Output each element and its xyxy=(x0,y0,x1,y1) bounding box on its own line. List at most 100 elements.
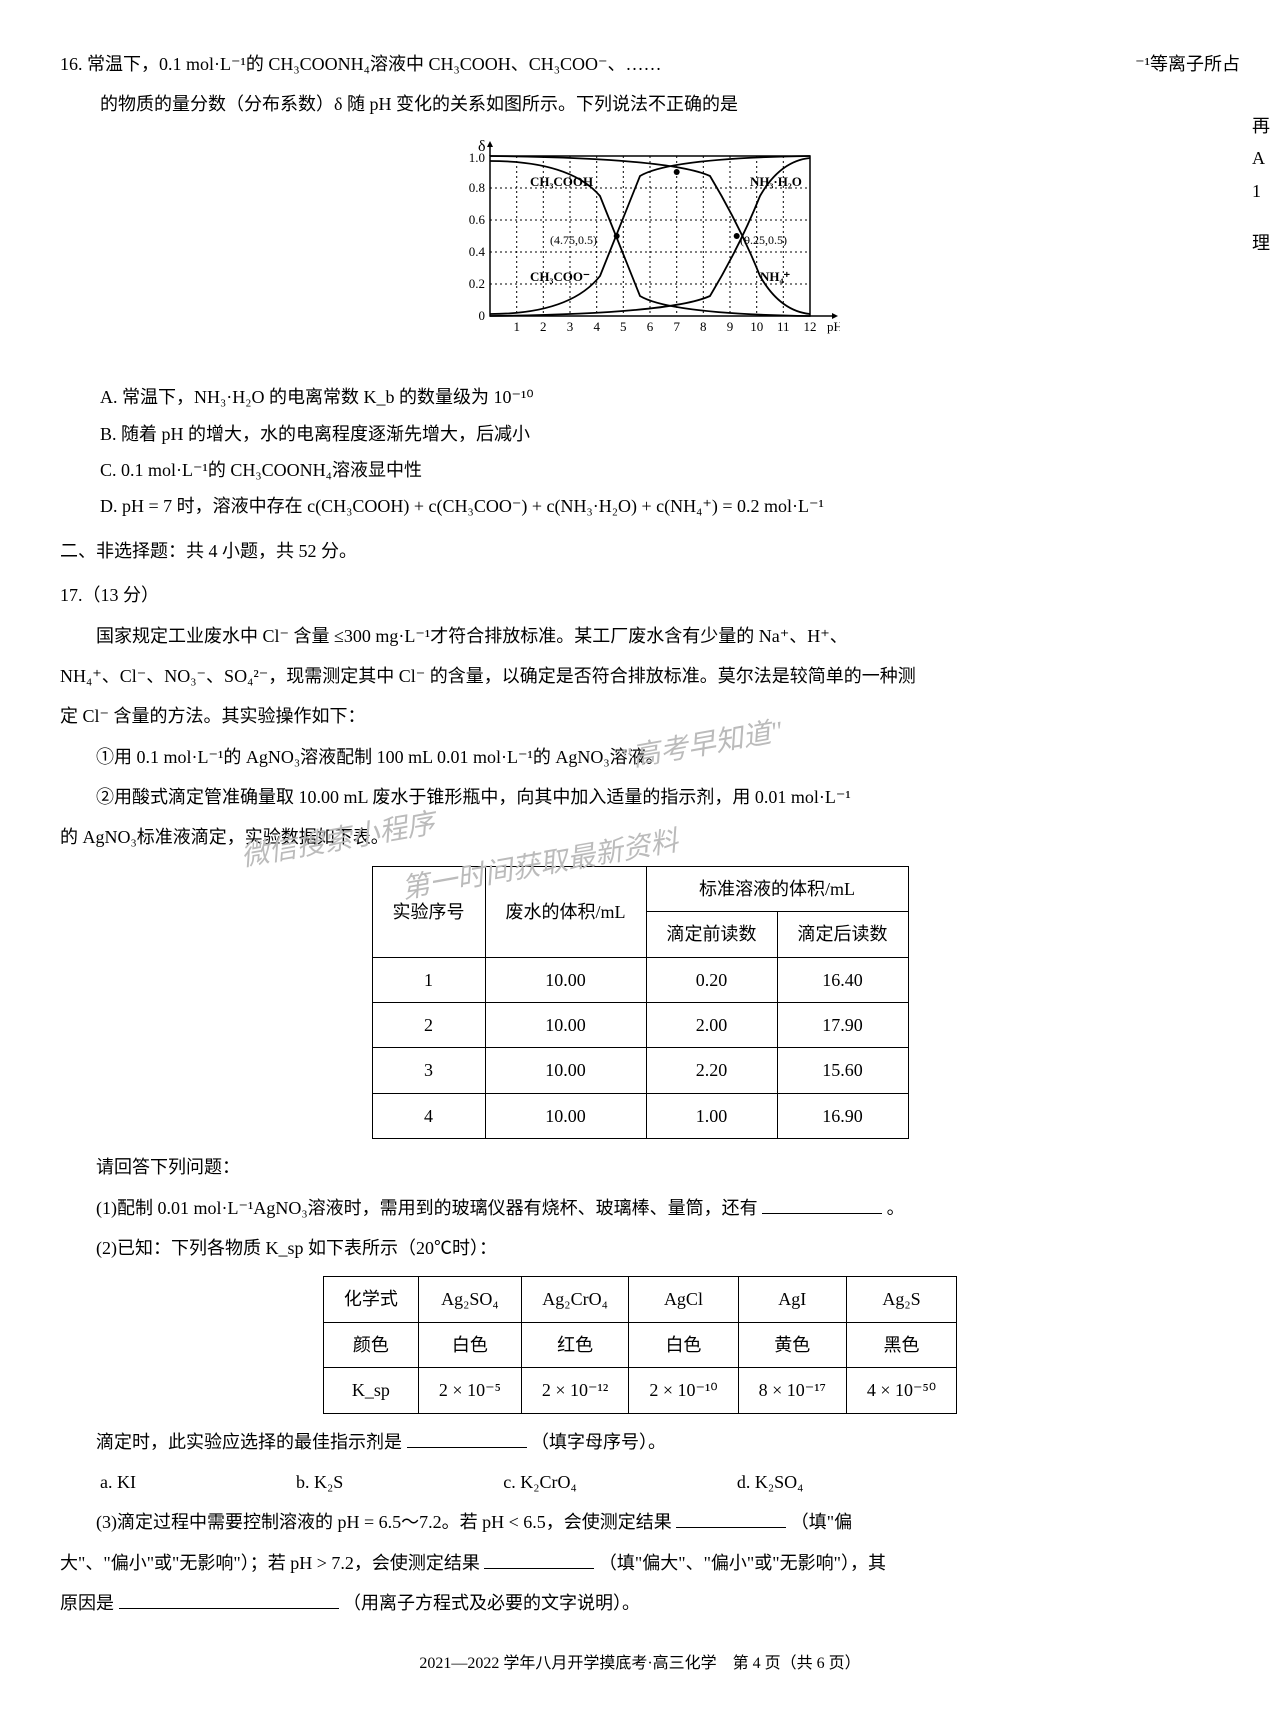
q17-sub2: (2)已知：下列各物质 K_sp 如下表所示（20℃时）： xyxy=(60,1232,1220,1264)
table-cell: AgCl xyxy=(629,1277,738,1322)
svg-text:3: 3 xyxy=(567,319,574,334)
label-point-left: (4.75,0.5) xyxy=(550,233,597,247)
table-header: 实验序号 xyxy=(372,866,485,957)
table-row-header: 颜色 xyxy=(323,1322,418,1367)
chart-container: δ 0 xyxy=(60,136,1220,366)
table-row: 4 10.00 1.00 16.90 xyxy=(372,1093,908,1138)
q17-sub3-e: 原因是 xyxy=(60,1593,114,1613)
option-d: d. K₂SO₄ xyxy=(737,1466,804,1498)
table-cell: 16.40 xyxy=(777,957,908,1002)
q17-step1: ①用 0.1 mol·L⁻¹的 AgNO₃溶液配制 100 mL 0.01 mo… xyxy=(60,741,1220,773)
label-ch3cooh: CH₃COOH xyxy=(530,174,593,189)
margin-note: 1 xyxy=(1252,175,1270,207)
option-b: b. K₂S xyxy=(296,1466,343,1498)
svg-text:7: 7 xyxy=(673,319,680,334)
svg-text:5: 5 xyxy=(620,319,627,334)
section2-title: 二、非选择题：共 4 小题，共 52 分。 xyxy=(60,535,1220,567)
table-cell: AgI xyxy=(738,1277,846,1322)
q17-sub3-b: （填"偏 xyxy=(791,1512,852,1532)
table-cell: 17.90 xyxy=(777,1003,908,1048)
q17-p1b: NH₄⁺、Cl⁻、NO₃⁻、SO₄²⁻，现需测定其中 Cl⁻ 的含量，以确定是否… xyxy=(60,660,1220,692)
table-cell: Ag₂CrO₄ xyxy=(521,1277,628,1322)
q17-sub2-options: a. KI b. K₂S c. K₂CrO₄ d. K₂SO₄ xyxy=(100,1466,1220,1498)
q16-line2: 的物质的量分数（分布系数）δ 随 pH 变化的关系如图所示。下列说法不正确的是 xyxy=(100,94,738,114)
q16-number: 16. xyxy=(60,54,83,74)
margin-notes: 再 A 1 理 xyxy=(1252,110,1270,260)
option-c: c. K₂CrO₄ xyxy=(503,1466,577,1498)
q17-step2b: 的 AgNO₃标准液滴定，实验数据如下表。 xyxy=(60,821,1220,853)
table-header: 废水的体积/mL xyxy=(485,866,646,957)
q16-line2-wrap: 的物质的量分数（分布系数）δ 随 pH 变化的关系如图所示。下列说法不正确的是 xyxy=(100,88,1220,120)
q17-sub1: (1)配制 0.01 mol·L⁻¹AgNO₃溶液时，需用到的玻璃仪器有烧杯、玻… xyxy=(60,1192,1220,1224)
q17-p1c: 定 Cl⁻ 含量的方法。其实验操作如下： xyxy=(60,700,1220,732)
blank-field[interactable] xyxy=(484,1550,594,1569)
table-cell: Ag₂S xyxy=(846,1277,956,1322)
y-ticks: 0 0.2 0.4 0.6 0.8 1.0 xyxy=(469,150,486,323)
q17-sub3-f: （用离子方程式及必要的文字说明）。 xyxy=(343,1593,640,1613)
svg-text:8: 8 xyxy=(700,319,707,334)
q17-prompt: 请回答下列问题： xyxy=(60,1151,1220,1183)
q17-sub3-line3: 原因是 （用离子方程式及必要的文字说明）。 xyxy=(60,1587,1220,1619)
q17-sub3: (3)滴定过程中需要控制溶液的 pH = 6.5～7.2。若 pH < 6.5，… xyxy=(60,1506,1220,1538)
table-row-header: 化学式 xyxy=(323,1277,418,1322)
blank-field[interactable] xyxy=(407,1429,527,1448)
q17-number: 17.（13 分） xyxy=(60,579,1220,611)
table-cell: 0.20 xyxy=(646,957,777,1002)
q16-option-a: A. 常温下，NH₃·H₂O 的电离常数 K_b 的数量级为 10⁻¹⁰ xyxy=(100,381,1220,413)
svg-text:0.2: 0.2 xyxy=(469,276,485,291)
q17-sub2-q-text: 滴定时，此实验应选择的最佳指示剂是 xyxy=(96,1432,402,1452)
x-ticks: 1 2 3 4 5 6 7 8 9 10 11 12 pH xyxy=(513,319,840,334)
table-cell: 15.60 xyxy=(777,1048,908,1093)
table-cell: 10.00 xyxy=(485,1003,646,1048)
table-cell: 4 × 10⁻⁵⁰ xyxy=(846,1368,956,1413)
table-cell: 10.00 xyxy=(485,1048,646,1093)
svg-text:0.4: 0.4 xyxy=(469,244,486,259)
table-cell: 10.00 xyxy=(485,1093,646,1138)
experiment-data-table: 实验序号 废水的体积/mL 标准溶液的体积/mL 滴定前读数 滴定后读数 1 1… xyxy=(372,866,909,1139)
point-left xyxy=(614,233,620,239)
q17-sub1-text: (1)配制 0.01 mol·L⁻¹AgNO₃溶液时，需用到的玻璃仪器有烧杯、玻… xyxy=(96,1198,758,1218)
margin-note: 再 xyxy=(1252,110,1270,142)
svg-text:9: 9 xyxy=(727,319,734,334)
table-cell: 2 xyxy=(372,1003,485,1048)
q17-sub1-end: 。 xyxy=(887,1198,905,1218)
svg-text:1: 1 xyxy=(513,319,520,334)
table-row: 颜色 白色 红色 白色 黄色 黑色 xyxy=(323,1322,956,1367)
table-row: 2 10.00 2.00 17.90 xyxy=(372,1003,908,1048)
page-footer: 2021—2022 学年八月开学摸底考·高三化学 第 4 页（共 6 页） xyxy=(60,1650,1220,1679)
table-cell: Ag₂SO₄ xyxy=(418,1277,521,1322)
table-header: 标准溶液的体积/mL xyxy=(646,866,908,911)
table-cell: 4 xyxy=(372,1093,485,1138)
q17-sub2-q: 滴定时，此实验应选择的最佳指示剂是 （填字母序号）。 xyxy=(60,1426,1220,1458)
point-top xyxy=(674,169,680,175)
svg-text:6: 6 xyxy=(647,319,654,334)
q17-sub3-line2: 大"、"偏小"或"无影响"）；若 pH > 7.2，会使测定结果 （填"偏大"、… xyxy=(60,1547,1220,1579)
q16-option-c: C. 0.1 mol·L⁻¹的 CH₃COONH₄溶液显中性 xyxy=(100,454,1220,486)
svg-text:0.6: 0.6 xyxy=(469,212,486,227)
table-cell: 黄色 xyxy=(738,1322,846,1367)
table-subheader: 滴定前读数 xyxy=(646,912,777,957)
q16-stem: 16. 常温下，0.1 mol·L⁻¹的 CH₃COONH₄溶液中 CH₃COO… xyxy=(60,48,1220,80)
table-row-header: K_sp xyxy=(323,1368,418,1413)
table-row: K_sp 2 × 10⁻⁵ 2 × 10⁻¹² 2 × 10⁻¹⁰ 8 × 10… xyxy=(323,1368,956,1413)
svg-text:4: 4 xyxy=(593,319,600,334)
blank-field[interactable] xyxy=(762,1195,882,1214)
q16-option-b: B. 随着 pH 的增大，水的电离程度逐渐先增大，后减小 xyxy=(100,418,1220,450)
chart-svg: δ 0 xyxy=(440,136,840,356)
label-nh3h2o: NH₃·H₂O xyxy=(750,174,802,189)
table-cell: 8 × 10⁻¹⁷ xyxy=(738,1368,846,1413)
q17-sub3-c: 大"、"偏小"或"无影响"）；若 pH > 7.2，会使测定结果 xyxy=(60,1553,480,1573)
table-cell: 红色 xyxy=(521,1322,628,1367)
table-cell: 2 × 10⁻¹⁰ xyxy=(629,1368,738,1413)
blank-field[interactable] xyxy=(676,1509,786,1528)
blank-field[interactable] xyxy=(119,1590,339,1609)
svg-text:12: 12 xyxy=(804,319,817,334)
svg-text:1.0: 1.0 xyxy=(469,150,485,165)
label-nh4: NH₄⁺ xyxy=(760,269,790,284)
label-point-right: (9.25,0.5) xyxy=(740,233,787,247)
svg-text:11: 11 xyxy=(777,319,790,334)
svg-text:0: 0 xyxy=(479,308,486,323)
svg-text:pH: pH xyxy=(827,319,840,334)
table-cell: 白色 xyxy=(629,1322,738,1367)
table-row: 3 10.00 2.20 15.60 xyxy=(372,1048,908,1093)
